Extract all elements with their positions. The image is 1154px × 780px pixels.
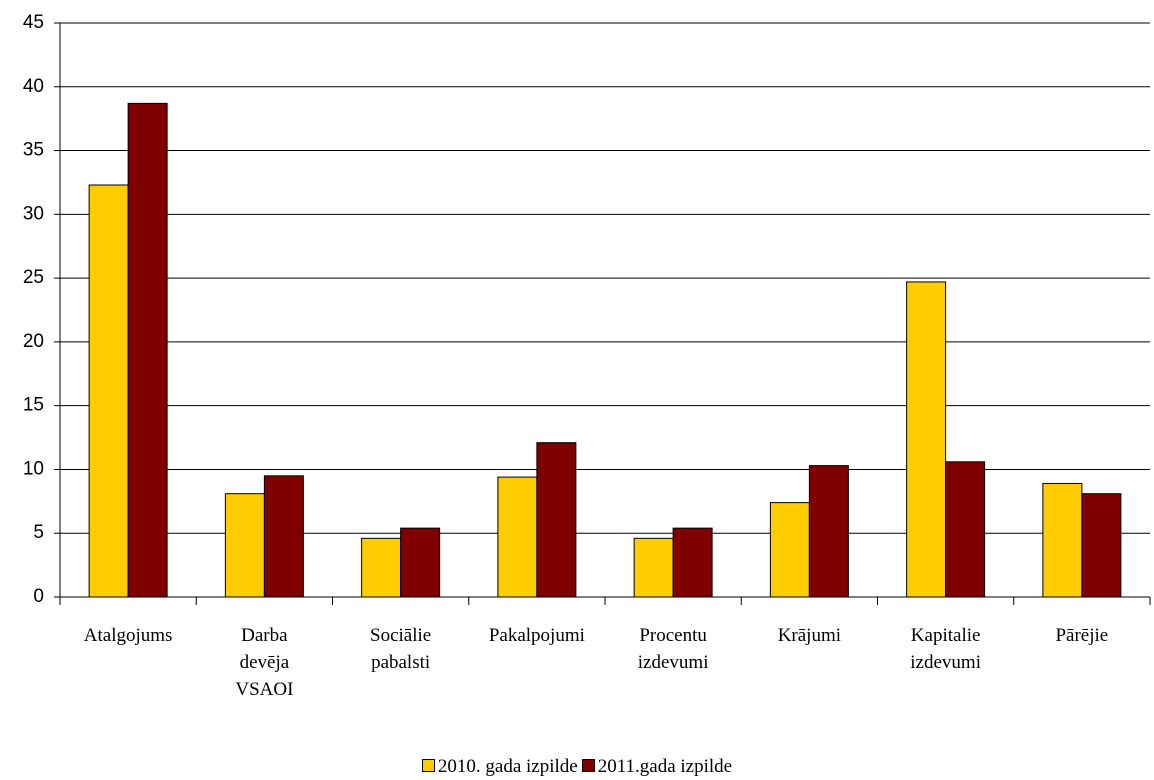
bar <box>400 527 441 598</box>
y-tick-label: 20 <box>23 331 44 352</box>
bar <box>88 184 129 598</box>
y-tick-label: 45 <box>23 12 44 33</box>
x-tick-label: Pakalpojumi <box>488 625 585 646</box>
bar <box>497 476 538 598</box>
y-tick-label: 40 <box>23 76 44 97</box>
bar <box>536 442 577 598</box>
bar <box>769 502 810 598</box>
x-tick-label: Krājumi <box>777 625 842 646</box>
legend: 2010. gada izpilde 2011.gada izpilde <box>0 756 1154 778</box>
legend-swatch <box>421 759 435 772</box>
y-tick-label: 15 <box>23 395 44 416</box>
y-tick-label: 10 <box>23 458 44 479</box>
y-tick-label: 30 <box>23 203 44 224</box>
bar <box>945 461 986 598</box>
x-tick-label: Pārējie <box>1055 625 1109 646</box>
bar <box>263 475 304 598</box>
legend-label: 2011.gada izpilde <box>597 756 733 777</box>
bar <box>633 537 674 598</box>
bar <box>224 493 265 598</box>
y-tick-label: 0 <box>33 586 44 607</box>
y-tick-label: 5 <box>33 522 44 543</box>
bar <box>808 465 849 598</box>
bar <box>127 102 168 598</box>
x-tick-label: Sociālie pabalsti <box>370 625 432 673</box>
bar <box>1042 482 1083 598</box>
bar <box>361 537 402 598</box>
x-tick-label: Atalgojums <box>83 625 173 646</box>
bar <box>672 527 713 598</box>
y-tick-label: 25 <box>23 267 44 288</box>
y-tick-label: 35 <box>23 140 44 161</box>
x-tick-label: Kapitalie izdevumi <box>910 625 981 673</box>
x-tick-label: Procentu izdevumi <box>637 625 709 673</box>
bar <box>1081 493 1122 598</box>
legend-label: 2010. gada izpilde <box>437 756 578 777</box>
x-tick-label: Darba devēja VSAOI <box>235 625 294 700</box>
bar <box>906 281 947 598</box>
legend-swatch <box>581 759 595 772</box>
